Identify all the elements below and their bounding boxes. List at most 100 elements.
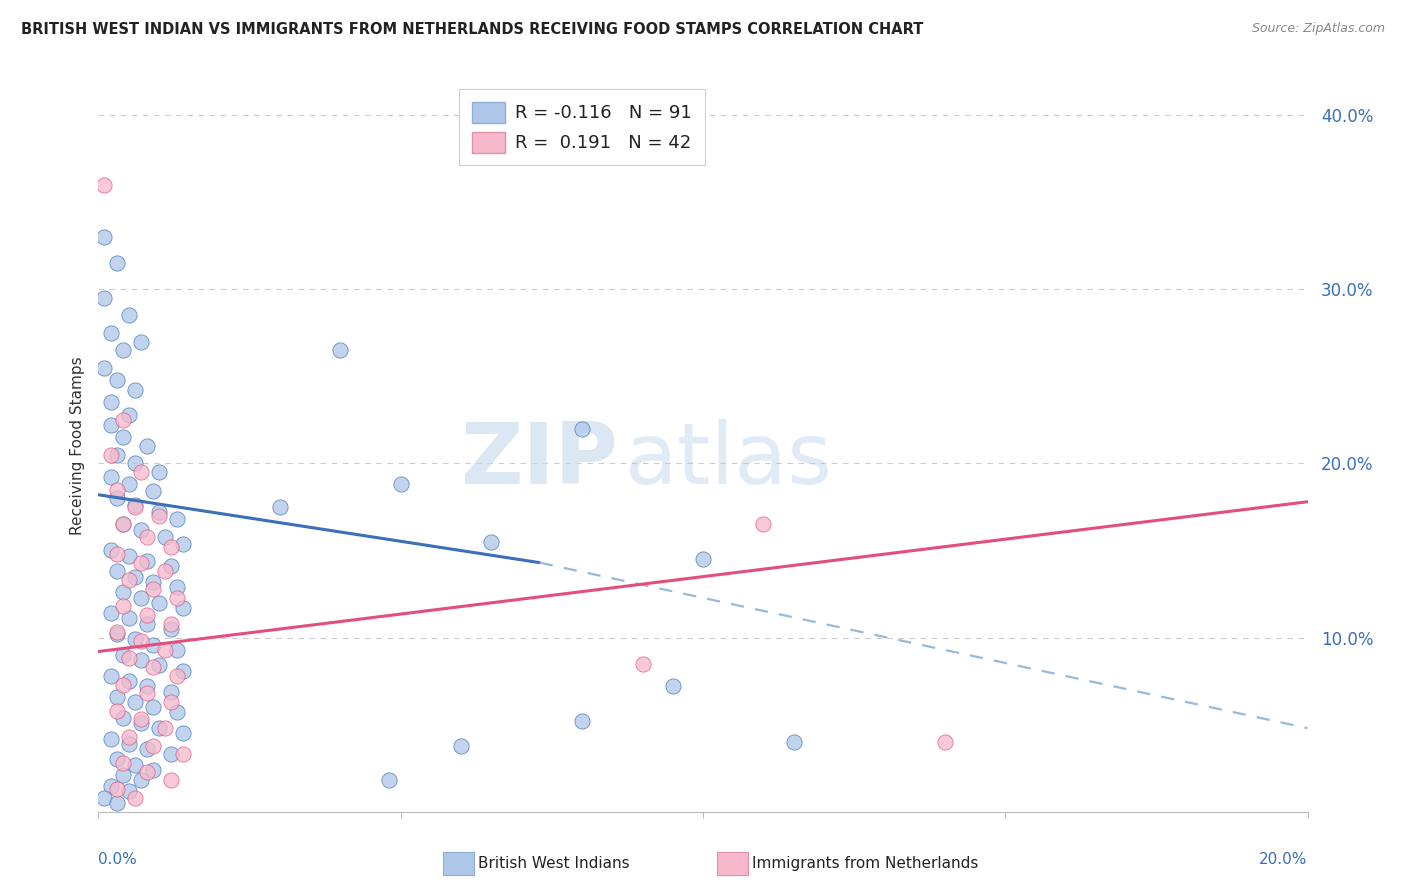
- Point: [129, 523, 152, 537]
- Point: [142, 700, 165, 714]
- Point: [105, 796, 128, 810]
- Text: BRITISH WEST INDIAN VS IMMIGRANTS FROM NETHERLANDS RECEIVING FOOD STAMPS CORRELA: BRITISH WEST INDIAN VS IMMIGRANTS FROM N…: [21, 22, 924, 37]
- Point: [142, 739, 165, 753]
- Point: [450, 739, 472, 753]
- Point: [111, 648, 134, 662]
- Point: [752, 517, 775, 532]
- Point: [148, 508, 170, 523]
- Point: [111, 599, 134, 614]
- Point: [329, 343, 352, 358]
- Point: [118, 573, 141, 587]
- Point: [160, 684, 183, 698]
- Point: [111, 413, 134, 427]
- Point: [100, 669, 122, 683]
- Point: [100, 470, 122, 484]
- Point: [661, 679, 683, 693]
- Point: [111, 768, 134, 782]
- Point: [153, 565, 176, 579]
- Text: 0.0%: 0.0%: [98, 852, 138, 867]
- Point: [111, 517, 134, 532]
- Point: [124, 569, 146, 583]
- Point: [100, 395, 122, 409]
- Point: [172, 747, 194, 762]
- Text: ZIP: ZIP: [461, 419, 619, 502]
- Legend: R = -0.116   N = 91, R =  0.191   N = 42: R = -0.116 N = 91, R = 0.191 N = 42: [460, 89, 704, 165]
- Point: [93, 178, 115, 192]
- Point: [118, 549, 141, 563]
- Point: [129, 653, 152, 667]
- Point: [160, 559, 183, 574]
- Point: [172, 726, 194, 740]
- Point: [166, 706, 188, 720]
- Point: [100, 418, 122, 433]
- Point: [166, 669, 188, 683]
- Point: [160, 695, 183, 709]
- Point: [481, 534, 503, 549]
- Point: [571, 714, 593, 728]
- Point: [111, 677, 134, 691]
- Point: [148, 596, 170, 610]
- Text: Source: ZipAtlas.com: Source: ZipAtlas.com: [1251, 22, 1385, 36]
- Point: [142, 660, 165, 674]
- Point: [100, 731, 122, 746]
- Point: [153, 530, 176, 544]
- Point: [105, 565, 128, 579]
- Point: [160, 773, 183, 788]
- Point: [100, 543, 122, 558]
- Point: [118, 730, 141, 744]
- Point: [124, 695, 146, 709]
- Point: [100, 448, 122, 462]
- Point: [934, 735, 956, 749]
- Point: [166, 512, 188, 526]
- Point: [135, 686, 157, 700]
- Point: [118, 784, 141, 798]
- Point: [142, 582, 165, 596]
- Point: [105, 547, 128, 561]
- Text: Immigrants from Netherlands: Immigrants from Netherlands: [752, 856, 979, 871]
- Point: [118, 309, 141, 323]
- Point: [105, 448, 128, 462]
- Point: [148, 658, 170, 673]
- Point: [124, 384, 146, 398]
- Point: [129, 334, 152, 349]
- Point: [105, 256, 128, 270]
- Point: [111, 711, 134, 725]
- Point: [377, 773, 399, 788]
- Point: [153, 721, 176, 735]
- Point: [100, 606, 122, 620]
- Point: [166, 591, 188, 605]
- Point: [571, 421, 593, 435]
- Point: [172, 601, 194, 615]
- Point: [111, 343, 134, 358]
- Point: [153, 642, 176, 657]
- Point: [118, 611, 141, 625]
- Point: [692, 552, 714, 566]
- Text: 20.0%: 20.0%: [1260, 852, 1308, 867]
- Point: [142, 763, 165, 777]
- Point: [135, 616, 157, 631]
- Point: [129, 715, 152, 730]
- Point: [135, 679, 157, 693]
- Point: [105, 627, 128, 641]
- Point: [111, 517, 134, 532]
- Point: [135, 554, 157, 568]
- Point: [129, 634, 152, 648]
- Point: [93, 790, 115, 805]
- Point: [105, 373, 128, 387]
- Point: [129, 465, 152, 479]
- Point: [129, 773, 152, 788]
- Point: [118, 651, 141, 665]
- Point: [118, 477, 141, 491]
- Point: [105, 625, 128, 640]
- Point: [142, 574, 165, 589]
- Point: [100, 326, 122, 340]
- Point: [135, 439, 157, 453]
- Point: [166, 642, 188, 657]
- Point: [105, 491, 128, 506]
- Point: [172, 664, 194, 678]
- Point: [118, 737, 141, 751]
- Point: [135, 764, 157, 779]
- Point: [118, 674, 141, 689]
- Point: [105, 782, 128, 797]
- Point: [129, 591, 152, 605]
